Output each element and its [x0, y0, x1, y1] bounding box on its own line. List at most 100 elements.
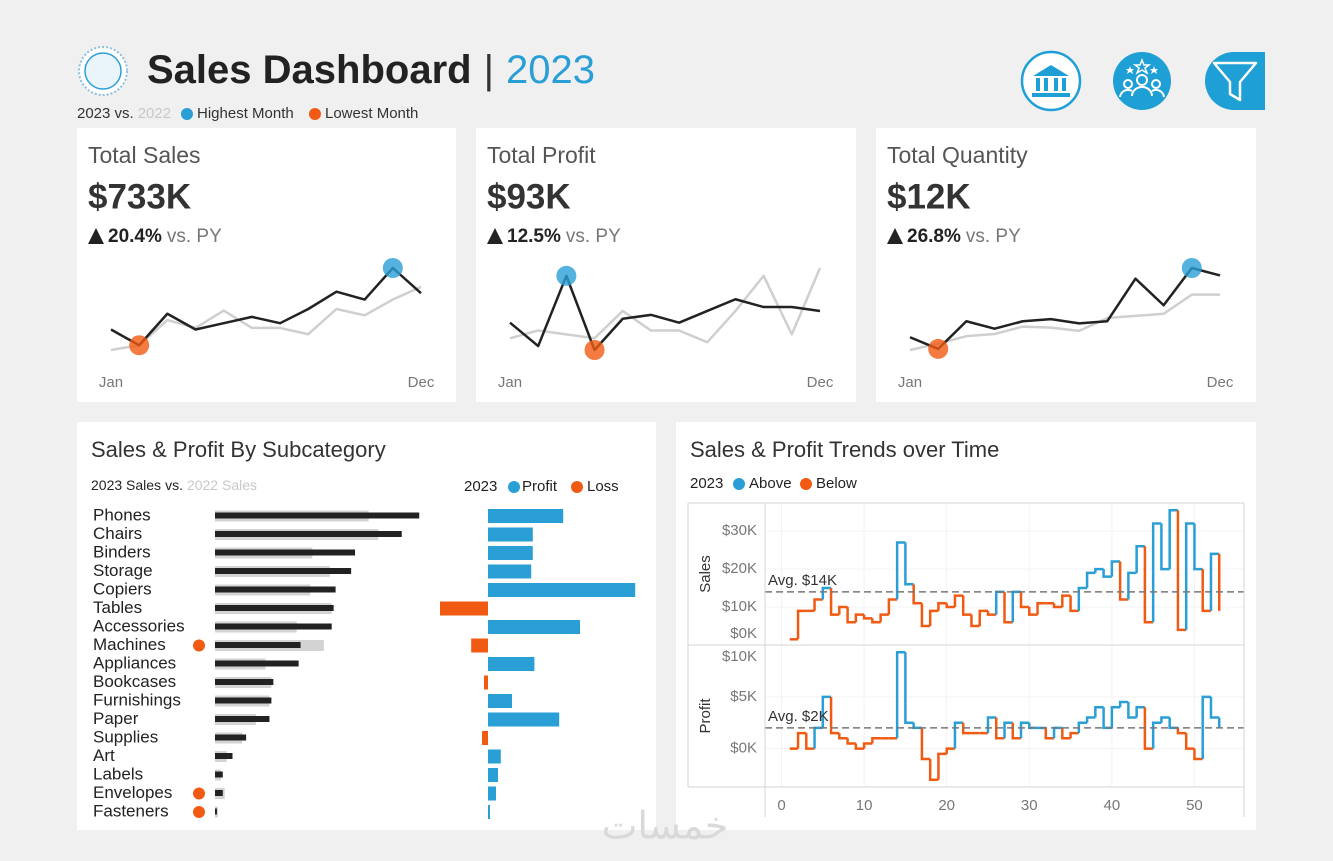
- step-segment: [1110, 705, 1121, 728]
- year: 2023: [506, 48, 595, 92]
- step-segment: [1135, 705, 1145, 718]
- profit-bar: [488, 694, 512, 708]
- bar-current: [215, 808, 217, 815]
- y-tick-label: $30K: [722, 522, 757, 539]
- step-segment: [862, 742, 873, 749]
- bar-current: [215, 531, 402, 537]
- filter-button[interactable]: [1205, 52, 1265, 110]
- step-segment: [994, 717, 1005, 740]
- category-label: Supplies: [93, 727, 158, 746]
- step-segment: [904, 542, 914, 586]
- legend-label: Below: [816, 475, 857, 492]
- category-label: Art: [93, 746, 115, 765]
- kpi-title: Total Profit: [487, 142, 596, 168]
- step-segment: [1003, 721, 1013, 739]
- profit-bar: [488, 527, 533, 542]
- legend-dot: [181, 108, 193, 120]
- x-tick-label: 50: [1186, 797, 1203, 814]
- category-label: Paper: [93, 709, 139, 728]
- sparkline: [110, 266, 422, 347]
- legend-label: Loss: [587, 478, 619, 495]
- step-segment: [887, 598, 898, 615]
- profit-bar: [488, 768, 498, 782]
- legend-dot: [800, 478, 812, 490]
- profit-bar: [488, 805, 490, 819]
- title: Sales Dashboard: [147, 48, 472, 92]
- category-label: Appliances: [93, 653, 176, 672]
- step-segment: [1094, 705, 1104, 718]
- step-segment: [1069, 731, 1079, 739]
- decline-dot: [193, 639, 205, 652]
- step-segment: [1019, 591, 1030, 609]
- step-segment: [846, 738, 856, 745]
- legend-label: Above: [749, 475, 792, 492]
- kpi-title: Total Quantity: [887, 142, 1028, 168]
- change-suffix: vs. PY: [167, 226, 222, 247]
- step-segment: [986, 610, 997, 616]
- category-label: Fasteners: [93, 801, 169, 820]
- kpi-change: 26.8% vs. PY: [907, 226, 1021, 247]
- decline-dot: [193, 787, 205, 800]
- sparkline: [110, 285, 422, 352]
- profit-bar: [488, 564, 532, 579]
- bar-current: [215, 568, 352, 574]
- x-tick-label: Jan: [898, 374, 922, 391]
- sparkline: [509, 267, 822, 344]
- step-segment: [846, 607, 856, 624]
- step-segment: [953, 594, 964, 608]
- profit-bar: [488, 786, 496, 801]
- y-axis-label: Sales: [697, 555, 714, 593]
- kpi-change: 12.5% vs. PY: [507, 226, 621, 247]
- step-segment: [1003, 591, 1013, 624]
- step-segment: [920, 603, 931, 628]
- category-label: Bookcases: [93, 672, 176, 691]
- category-label: Binders: [93, 542, 151, 561]
- step-segment: [1143, 707, 1154, 750]
- change-value: 12.5%: [507, 226, 561, 247]
- x-tick-label: 20: [938, 797, 955, 814]
- legend-title: 2023: [690, 475, 723, 492]
- step-segment: [879, 613, 889, 623]
- step-segment: [829, 696, 840, 735]
- legend-dot: [733, 478, 745, 490]
- step-segment: [1061, 594, 1071, 608]
- step-segment: [796, 609, 807, 640]
- y-tick-label: $20K: [722, 560, 757, 577]
- bar-current: [215, 697, 272, 704]
- y-tick-label: $0K: [730, 625, 757, 642]
- x-tick-label: 0: [777, 797, 785, 814]
- step-segment: [805, 733, 815, 750]
- bar-current: [215, 753, 233, 759]
- profit-bar: [488, 509, 564, 523]
- legend-dot: [571, 481, 583, 493]
- profit-bar: [488, 546, 533, 560]
- step-segment: [813, 598, 823, 611]
- step-segment: [1085, 716, 1096, 723]
- x-tick-label: Dec: [1207, 374, 1234, 391]
- step-segment: [904, 652, 914, 724]
- category-label: Phones: [93, 505, 151, 524]
- bank-button[interactable]: [1020, 50, 1082, 112]
- x-tick-label: Dec: [408, 374, 435, 391]
- chart-title: Sales & Profit Trends over Time: [690, 437, 999, 462]
- chart-title: Sales & Profit By Subcategory: [91, 437, 386, 462]
- step-segment: [1176, 727, 1187, 735]
- category-label: Labels: [93, 764, 143, 783]
- step-segment: [928, 609, 939, 627]
- change-arrow: [487, 228, 503, 244]
- customers-button[interactable]: [1113, 52, 1171, 110]
- kpi-value: $93K: [487, 177, 571, 216]
- comparison-previous: 2022: [138, 105, 171, 122]
- step-segment: [854, 613, 865, 623]
- comparison-current: 2023 vs.: [77, 105, 134, 122]
- legend-dot: [309, 108, 321, 120]
- step-segment: [1151, 522, 1162, 623]
- profit-bar: [488, 620, 580, 634]
- step-segment: [1118, 700, 1129, 708]
- legend-title: 2023: [464, 478, 497, 495]
- kpi-change: 20.4% vs. PY: [108, 226, 222, 247]
- bar-current: [215, 642, 301, 648]
- legend-label: Profit: [522, 478, 558, 495]
- sparkline: [509, 274, 821, 352]
